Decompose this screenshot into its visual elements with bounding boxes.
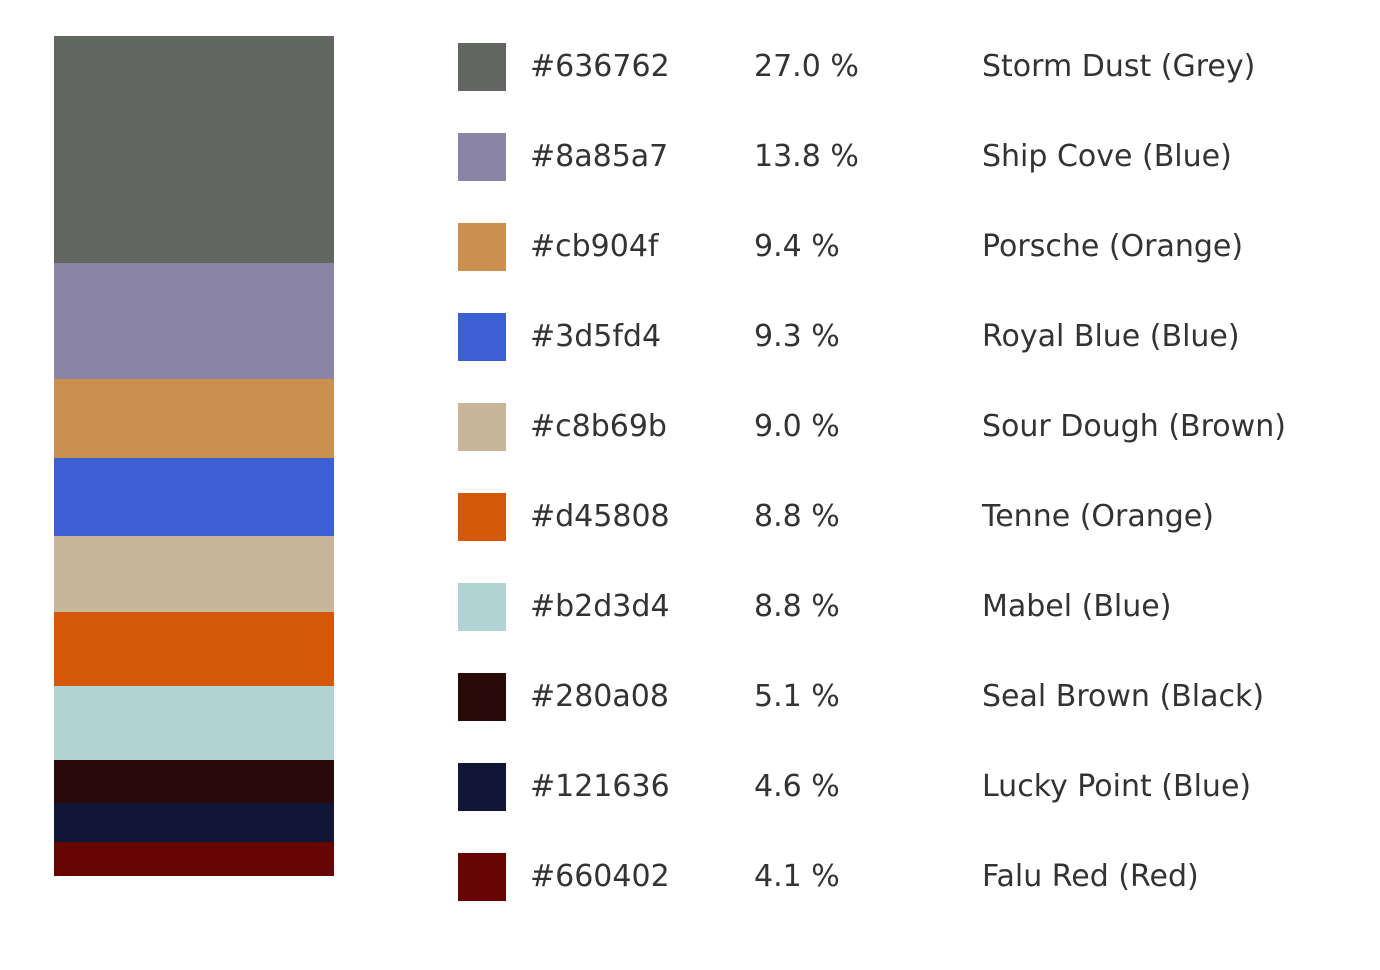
percent-label: 8.8 % <box>754 499 840 534</box>
hex-code-label: #c8b69b <box>530 409 667 444</box>
percent-label: 9.0 % <box>754 409 840 444</box>
bar-segment <box>54 36 334 264</box>
hex-code-label: #d45808 <box>530 499 670 534</box>
bar-segment <box>54 263 334 380</box>
hex-code-label: #8a85a7 <box>530 139 669 174</box>
legend-row: #636762 27.0 % Storm Dust (Grey) <box>0 43 1380 91</box>
hex-code-label: #3d5fd4 <box>530 319 662 354</box>
percent-label: 8.8 % <box>754 589 840 624</box>
color-name-label: Seal Brown (Black) <box>982 679 1265 714</box>
percent-label: 9.3 % <box>754 319 840 354</box>
color-swatch <box>458 853 506 901</box>
bar-segment <box>54 802 334 843</box>
color-name-label: Falu Red (Red) <box>982 859 1199 894</box>
legend-row: #d45808 8.8 % Tenne (Orange) <box>0 493 1380 541</box>
color-swatch <box>458 313 506 361</box>
legend-row: #cb904f 9.4 % Porsche (Orange) <box>0 223 1380 271</box>
percent-label: 13.8 % <box>754 139 859 174</box>
hex-code-label: #660402 <box>530 859 670 894</box>
bar-segment <box>54 379 334 459</box>
bar-segment <box>54 611 334 687</box>
color-name-label: Sour Dough (Brown) <box>982 409 1286 444</box>
color-swatch <box>458 403 506 451</box>
legend-row: #b2d3d4 8.8 % Mabel (Blue) <box>0 583 1380 631</box>
bar-segment <box>54 759 334 804</box>
color-swatch <box>458 763 506 811</box>
hex-code-label: #b2d3d4 <box>530 589 670 624</box>
color-swatch <box>458 673 506 721</box>
bar-segment <box>54 685 334 761</box>
percent-label: 27.0 % <box>754 49 859 84</box>
legend-row: #c8b69b 9.0 % Sour Dough (Brown) <box>0 403 1380 451</box>
percent-label: 4.1 % <box>754 859 840 894</box>
color-name-label: Porsche (Orange) <box>982 229 1244 264</box>
color-swatch <box>458 43 506 91</box>
hex-code-label: #280a08 <box>530 679 669 714</box>
color-swatch <box>458 133 506 181</box>
legend-row: #280a08 5.1 % Seal Brown (Black) <box>0 673 1380 721</box>
color-name-label: Mabel (Blue) <box>982 589 1172 624</box>
percent-label: 9.4 % <box>754 229 840 264</box>
color-name-label: Lucky Point (Blue) <box>982 769 1252 804</box>
bar-segment <box>54 458 334 537</box>
color-swatch <box>458 493 506 541</box>
percent-label: 5.1 % <box>754 679 840 714</box>
color-swatch <box>458 583 506 631</box>
percent-label: 4.6 % <box>754 769 840 804</box>
legend-row: #8a85a7 13.8 % Ship Cove (Blue) <box>0 133 1380 181</box>
legend-row: #660402 4.1 % Falu Red (Red) <box>0 853 1380 901</box>
color-swatch <box>458 223 506 271</box>
color-proportion-bar <box>54 36 334 877</box>
legend-row: #121636 4.6 % Lucky Point (Blue) <box>0 763 1380 811</box>
bar-segment <box>54 536 334 613</box>
bar-segment <box>54 841 334 877</box>
hex-code-label: #636762 <box>530 49 670 84</box>
color-name-label: Ship Cove (Blue) <box>982 139 1232 174</box>
color-name-label: Storm Dust (Grey) <box>982 49 1256 84</box>
hex-code-label: #121636 <box>530 769 670 804</box>
legend-row: #3d5fd4 9.3 % Royal Blue (Blue) <box>0 313 1380 361</box>
hex-code-label: #cb904f <box>530 229 659 264</box>
color-name-label: Royal Blue (Blue) <box>982 319 1240 354</box>
color-name-label: Tenne (Orange) <box>982 499 1214 534</box>
